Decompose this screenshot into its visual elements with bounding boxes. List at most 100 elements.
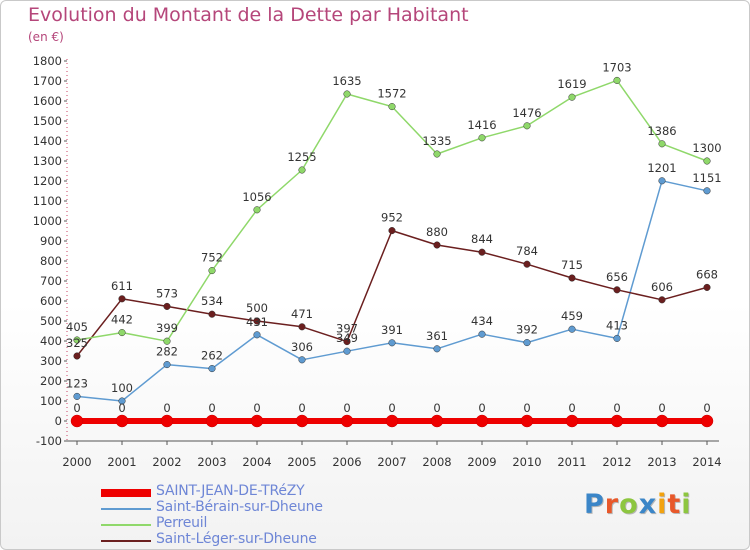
data-point — [73, 336, 81, 344]
x-tick-label: 2005 — [287, 455, 316, 469]
data-point — [565, 414, 579, 428]
x-tick-label: 2012 — [602, 455, 631, 469]
data-point — [613, 76, 621, 84]
data-label: 0 — [478, 401, 485, 415]
data-point — [253, 317, 261, 325]
y-tick-label: 900 — [40, 234, 62, 248]
data-point — [433, 150, 441, 158]
data-point — [433, 345, 441, 353]
y-tick-label: 1800 — [33, 54, 62, 68]
y-tick-label: 800 — [40, 254, 62, 268]
data-point — [118, 329, 126, 337]
data-label: 0 — [118, 401, 125, 415]
data-label: 100 — [111, 381, 133, 395]
data-point — [163, 337, 171, 345]
proxiti-logo: Proxiti — [584, 489, 692, 520]
data-label: 611 — [111, 279, 133, 293]
data-point — [430, 414, 444, 428]
x-tick-label: 2007 — [377, 455, 406, 469]
data-point — [520, 414, 534, 428]
data-label: 0 — [568, 401, 575, 415]
y-tick-label: 500 — [40, 314, 62, 328]
data-point — [478, 248, 486, 256]
y-tick-label: 1600 — [33, 94, 62, 108]
data-point — [433, 241, 441, 249]
data-point — [118, 295, 126, 303]
data-point — [343, 338, 351, 346]
data-point — [73, 392, 81, 400]
data-label: 405 — [66, 320, 88, 334]
data-label: 573 — [156, 286, 178, 300]
data-point — [253, 206, 261, 214]
axes: -100010020030040050060070080090010001100… — [33, 54, 722, 469]
data-label: 306 — [291, 340, 313, 354]
y-tick-label: 1400 — [33, 134, 62, 148]
data-label: 123 — [66, 376, 88, 390]
series-layer — [70, 76, 714, 428]
data-label: 1386 — [647, 124, 676, 138]
data-point — [298, 356, 306, 364]
data-label: 361 — [426, 329, 448, 343]
logo-letter: x — [638, 489, 658, 520]
x-tick-label: 2003 — [197, 455, 226, 469]
data-label: 880 — [426, 225, 448, 239]
data-point — [658, 140, 666, 148]
data-label: 0 — [523, 401, 530, 415]
data-label: 399 — [156, 321, 178, 335]
data-label: 1056 — [242, 190, 271, 204]
data-label: 0 — [433, 401, 440, 415]
data-label: 0 — [298, 401, 305, 415]
data-label: 606 — [651, 280, 673, 294]
data-point — [523, 260, 531, 268]
legend-swatch — [101, 524, 151, 526]
data-point — [115, 414, 129, 428]
y-tick-label: 1000 — [33, 214, 62, 228]
legend-label: Saint-Bérain-sur-Dheune — [156, 499, 323, 515]
data-point — [613, 334, 621, 342]
x-tick-label: 2014 — [692, 455, 721, 469]
data-label: 0 — [73, 401, 80, 415]
chart-subtitle: (en €) — [28, 30, 64, 44]
x-tick-label: 2009 — [467, 455, 496, 469]
data-label: 431 — [246, 315, 268, 329]
data-point — [700, 414, 714, 428]
data-point — [205, 414, 219, 428]
data-label: 0 — [703, 401, 710, 415]
data-label: 500 — [246, 301, 268, 315]
data-label: 1635 — [332, 74, 361, 88]
data-label: 392 — [516, 323, 538, 337]
data-label: 1416 — [467, 118, 496, 132]
data-label: 1151 — [692, 171, 721, 185]
data-label: 262 — [201, 349, 223, 363]
x-tick-label: 2010 — [512, 455, 541, 469]
data-label: 325 — [66, 336, 88, 350]
data-label: 471 — [291, 307, 313, 321]
data-label: 0 — [388, 401, 395, 415]
x-tick-label: 2000 — [62, 455, 91, 469]
data-point — [298, 166, 306, 174]
data-point — [658, 177, 666, 185]
data-label: 434 — [471, 314, 493, 328]
data-label: 844 — [471, 232, 493, 246]
data-label: 459 — [561, 309, 583, 323]
data-point — [703, 283, 711, 291]
x-tick-label: 2002 — [152, 455, 181, 469]
data-point — [703, 157, 711, 165]
y-tick-label: 1300 — [33, 154, 62, 168]
data-point — [70, 414, 84, 428]
y-tick-label: 0 — [55, 414, 62, 428]
data-point — [475, 414, 489, 428]
data-point — [118, 397, 126, 405]
y-tick-label: 600 — [40, 294, 62, 308]
legend-swatch — [101, 540, 151, 542]
data-label: 1476 — [512, 106, 541, 120]
data-point — [610, 414, 624, 428]
legend-label: SAINT-JEAN-DE-TRéZY — [156, 483, 305, 499]
y-tick-label: 1700 — [33, 74, 62, 88]
y-tick-label: 1500 — [33, 114, 62, 128]
data-point — [655, 414, 669, 428]
y-tick-label: -100 — [36, 434, 62, 448]
data-point — [343, 90, 351, 98]
data-point — [658, 296, 666, 304]
